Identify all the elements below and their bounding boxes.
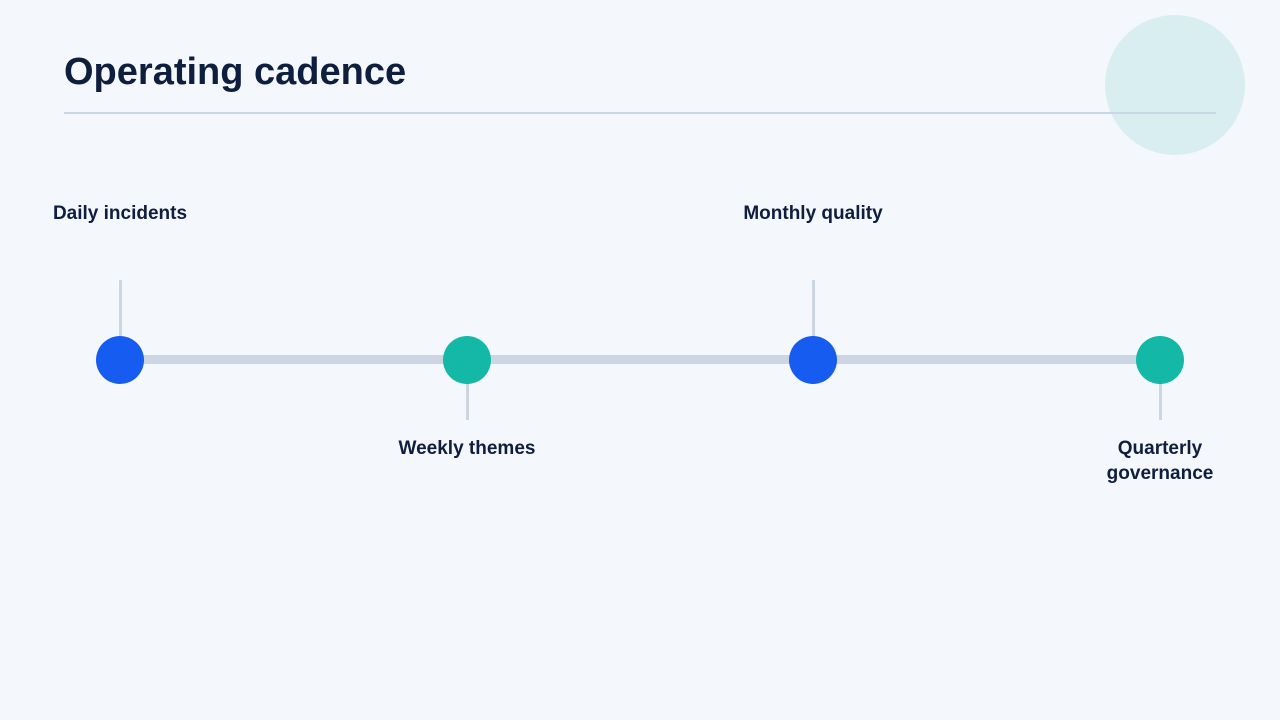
- milestone-node-quarterly: [1136, 336, 1184, 384]
- milestone-node-monthly: [789, 336, 837, 384]
- milestone-connector-weekly: [465, 364, 469, 420]
- milestone-connector-monthly: [811, 280, 815, 356]
- milestone-label-daily: Daily incidents: [52, 203, 188, 224]
- page-title: Operating cadence: [64, 51, 407, 93]
- milestone-label-quarterly: Quarterly governance: [1106, 438, 1214, 484]
- timeline-track: [120, 355, 1160, 364]
- title-divider: [64, 112, 1216, 114]
- milestone-node-weekly: [443, 336, 491, 384]
- milestone-connector-daily: [118, 280, 122, 356]
- milestone-label-weekly: Weekly themes: [398, 438, 536, 459]
- milestone-label-monthly: Monthly quality: [743, 203, 883, 224]
- milestone-node-daily: [96, 336, 144, 384]
- milestone-connector-quarterly: [1158, 364, 1162, 420]
- decorative-circle: [1105, 15, 1245, 155]
